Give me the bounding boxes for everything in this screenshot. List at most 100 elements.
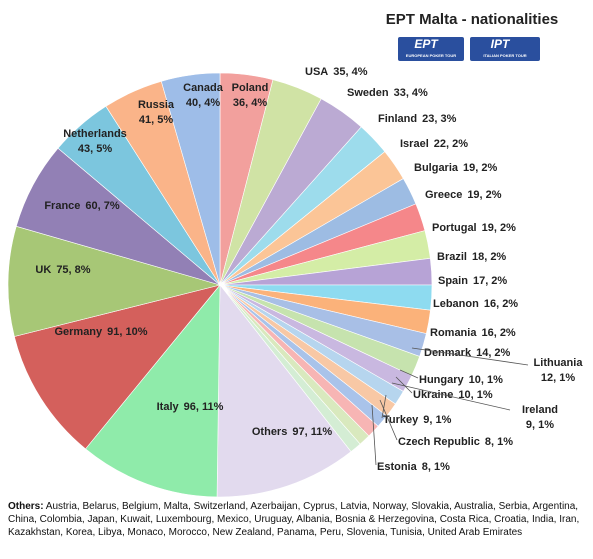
pie-slice: [13, 284, 221, 450]
pie-slice: [160, 72, 221, 286]
label-value: 19, 2%: [482, 222, 516, 234]
label-category: Czech Republic: [398, 436, 480, 448]
data-label: Sweden 33, 4%: [347, 87, 428, 99]
chart-title: EPT Malta - nationalities: [386, 11, 559, 28]
label-category: Israel: [400, 138, 429, 150]
data-label: UK 75, 8%: [35, 264, 90, 276]
label-value: 18, 2%: [472, 251, 506, 263]
label-category: Netherlands: [63, 128, 127, 140]
data-label: Netherlands 43, 5%: [63, 128, 127, 155]
label-category: Spain: [438, 275, 468, 287]
data-label: Bulgaria 19, 2%: [414, 162, 497, 174]
label-value: 23, 3%: [422, 113, 456, 125]
label-category: Others: [252, 426, 287, 438]
label-value: 96, 11%: [184, 401, 224, 413]
label-value: 91, 10%: [107, 326, 148, 338]
label-category: Germany: [54, 326, 103, 338]
label-category: Turkey: [383, 414, 419, 426]
chart: EPT Malta - nationalities EPT EUROPEAN P…: [7, 11, 584, 498]
label-value: 14, 2%: [476, 347, 510, 359]
label-value: 35, 4%: [333, 66, 367, 78]
label-value: 40, 4%: [186, 97, 220, 109]
label-value: 8, 1%: [485, 436, 513, 448]
label-category: USA: [305, 66, 328, 78]
data-label: Ukraine 10, 1%: [413, 389, 493, 401]
data-label: France 60, 7%: [44, 200, 120, 212]
data-label: Greece 19, 2%: [425, 189, 502, 201]
data-label: Italy 96, 11%: [157, 401, 224, 413]
label-category: Russia: [138, 99, 175, 111]
label-value: 43, 5%: [78, 143, 112, 155]
logo-box: [398, 37, 464, 61]
label-value: 17, 2%: [473, 275, 507, 287]
data-label: Portugal 19, 2%: [432, 222, 516, 234]
label-value: 9, 1%: [423, 414, 451, 426]
leader-line: [411, 347, 529, 366]
label-value: 12, 1%: [541, 372, 575, 384]
label-category: Finland: [378, 113, 417, 125]
leader-line: [391, 382, 511, 411]
data-label: Others 97, 11%: [252, 426, 332, 438]
label-value: 36, 4%: [233, 97, 267, 109]
data-label: Brazil 18, 2%: [437, 251, 506, 263]
label-value: 19, 2%: [463, 162, 497, 174]
data-label: Israel 22, 2%: [400, 138, 468, 150]
data-label: Turkey 9, 1%: [383, 414, 452, 426]
label-value: 33, 4%: [394, 87, 428, 99]
label-category: Estonia: [377, 461, 418, 473]
leader-line: [371, 404, 377, 466]
data-label: Canada 40, 4%: [183, 82, 224, 109]
label-value: 22, 2%: [434, 138, 468, 150]
data-label: Finland 23, 3%: [378, 113, 457, 125]
footnote-text: Austria, Belarus, Belgium, Malta, Switze…: [8, 501, 580, 538]
label-value: 10, 1%: [458, 389, 492, 401]
label-category: Italy: [157, 401, 180, 413]
label-category: Hungary: [419, 374, 465, 386]
pie-slice: [7, 225, 222, 337]
data-label: Estonia 8, 1%: [377, 461, 450, 473]
data-label: Poland 36, 4%: [232, 82, 269, 109]
label-value: 9, 1%: [526, 419, 554, 431]
label-category: Canada: [183, 82, 224, 94]
label-category: Romania: [430, 327, 477, 339]
footnote-title: Others:: [8, 501, 44, 512]
label-category: Sweden: [347, 87, 389, 99]
label-category: Bulgaria: [414, 162, 459, 174]
leader-line: [381, 394, 387, 419]
logo-tagline: EUROPEAN POKER TOUR: [406, 53, 456, 58]
data-label: Lithuania 12, 1%: [534, 357, 584, 384]
data-label: Hungary 10, 1%: [419, 374, 503, 386]
label-value: 41, 5%: [139, 114, 173, 126]
data-label: USA 35, 4%: [305, 66, 368, 78]
data-label: Spain 17, 2%: [438, 275, 507, 287]
leader-line: [399, 369, 419, 379]
pie-slice: [216, 284, 352, 498]
label-category: France: [44, 200, 80, 212]
label-category: Ireland: [522, 404, 558, 416]
label-value: 97, 11%: [292, 426, 332, 438]
logo-name: IPT: [491, 37, 511, 51]
label-category: Portugal: [432, 222, 477, 234]
label-category: Lebanon: [433, 298, 479, 310]
label-category: Ukraine: [413, 389, 453, 401]
footnote: Others: Austria, Belarus, Belgium, Malta…: [8, 500, 586, 539]
label-value: 60, 7%: [85, 200, 119, 212]
data-label: Czech Republic 8, 1%: [398, 436, 513, 448]
leader-line: [395, 376, 413, 394]
data-label: Ireland 9, 1%: [522, 404, 558, 431]
label-category: Lithuania: [534, 357, 584, 369]
logo-tagline: ITALIAN POKER TOUR: [483, 53, 526, 58]
label-category: UK: [35, 264, 51, 276]
data-label: Romania 16, 2%: [430, 327, 516, 339]
label-category: Greece: [425, 189, 462, 201]
label-value: 19, 2%: [467, 189, 501, 201]
logo-name: EPT: [414, 37, 439, 51]
label-category: Brazil: [437, 251, 467, 263]
label-category: Poland: [232, 82, 269, 94]
label-value: 16, 2%: [484, 298, 518, 310]
label-value: 8, 1%: [422, 461, 450, 473]
data-label: Germany 91, 10%: [54, 326, 147, 338]
data-label: Lebanon 16, 2%: [433, 298, 518, 310]
pie-slice: [85, 284, 221, 498]
